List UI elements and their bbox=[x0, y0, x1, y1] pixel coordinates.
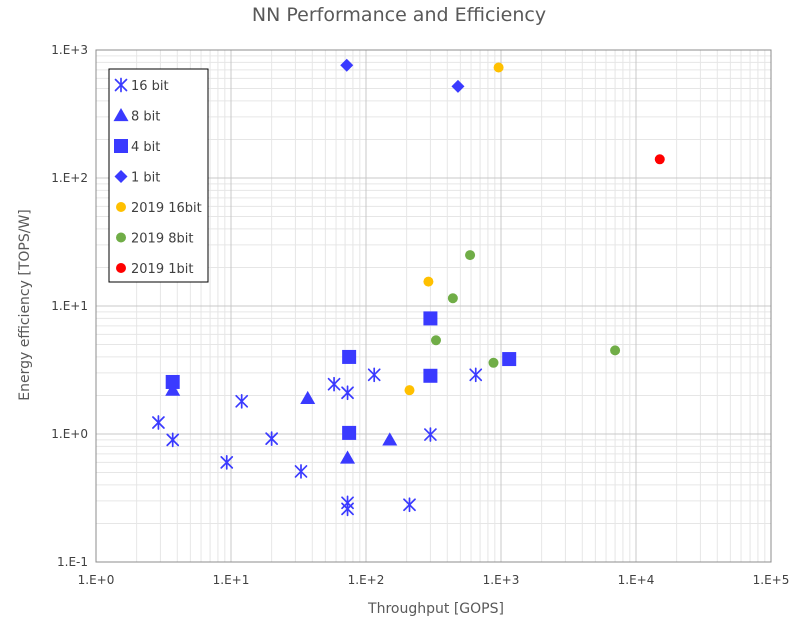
data-point bbox=[340, 58, 354, 72]
data-point bbox=[451, 79, 465, 93]
data-point bbox=[430, 335, 441, 346]
legend-marker bbox=[114, 170, 128, 183]
data-point bbox=[342, 425, 357, 440]
y-tick-label: 1.E+2 bbox=[51, 171, 88, 185]
data-point bbox=[423, 311, 438, 326]
y-tick-label: 1.E-1 bbox=[57, 555, 88, 569]
legend-marker bbox=[116, 232, 126, 243]
y-tick-label: 1.E+1 bbox=[51, 299, 88, 313]
legend-label: 2019 1bit bbox=[131, 262, 193, 277]
data-point bbox=[424, 427, 437, 442]
data-point bbox=[610, 345, 621, 356]
legend-item: 1 bit bbox=[114, 170, 160, 186]
data-point bbox=[220, 455, 234, 470]
x-axis-title: Throughput [GOPS] bbox=[367, 601, 504, 617]
data-point bbox=[469, 367, 483, 383]
legend-item: 4 bit bbox=[114, 139, 160, 155]
data-point bbox=[152, 415, 165, 430]
legend-marker bbox=[116, 263, 126, 273]
legend-marker bbox=[114, 139, 128, 153]
data-point bbox=[341, 501, 354, 517]
legend-label: 16 bit bbox=[131, 79, 169, 94]
data-point bbox=[404, 385, 415, 396]
legend-marker bbox=[114, 77, 128, 93]
legend-item: 2019 8bit bbox=[116, 232, 193, 247]
data-point bbox=[403, 497, 416, 513]
series-4-bit bbox=[165, 311, 517, 440]
y-tick-label: 1.E+3 bbox=[51, 43, 88, 57]
legend-item: 2019 1bit bbox=[116, 262, 193, 277]
data-point bbox=[654, 154, 665, 165]
data-point bbox=[340, 450, 356, 464]
data-point bbox=[382, 432, 398, 446]
x-tick-label: 1.E+4 bbox=[618, 573, 655, 587]
data-point bbox=[465, 250, 476, 261]
legend-label: 4 bit bbox=[131, 140, 160, 155]
legend-marker bbox=[113, 108, 129, 122]
data-points bbox=[152, 58, 665, 517]
data-point bbox=[367, 367, 381, 383]
data-point bbox=[294, 464, 308, 479]
x-tick-label: 1.E+2 bbox=[348, 573, 385, 587]
legend-label: 2019 8bit bbox=[131, 232, 193, 247]
legend: 16 bit 8 bit 4 bit 1 bit 2019 16bit 2019 8bit… bbox=[108, 68, 209, 283]
data-point bbox=[166, 432, 180, 448]
data-point bbox=[342, 349, 357, 364]
data-point bbox=[423, 368, 438, 383]
y-tick-label: 1.E+0 bbox=[51, 427, 88, 441]
data-point bbox=[327, 376, 341, 392]
x-tick-label: 1.E+3 bbox=[483, 573, 520, 587]
x-axis-tick-labels: 1.E+0 1.E+1 1.E+2 1.E+3 1.E+4 1.E+5 bbox=[78, 573, 790, 587]
legend-label: 1 bit bbox=[131, 171, 160, 186]
legend-item: 16 bit bbox=[114, 77, 169, 94]
x-tick-label: 1.E+0 bbox=[78, 573, 115, 587]
data-point bbox=[165, 382, 181, 396]
data-point bbox=[447, 293, 458, 304]
y-axis-tick-labels: 1.E-1 1.E+0 1.E+1 1.E+2 1.E+3 bbox=[51, 43, 88, 569]
series-2019-16bit bbox=[404, 62, 504, 396]
legend-label: 8 bit bbox=[131, 110, 160, 125]
data-point bbox=[300, 390, 316, 404]
data-point bbox=[265, 431, 278, 446]
legend-label: 2019 16bit bbox=[131, 201, 202, 216]
series-2019-1bit bbox=[654, 154, 665, 165]
y-axis-title: Energy efficiency [TOPS/W] bbox=[17, 209, 33, 401]
data-point bbox=[165, 374, 180, 389]
data-point bbox=[341, 385, 354, 401]
series-8-bit bbox=[165, 382, 398, 464]
legend-marker bbox=[116, 202, 126, 212]
data-point bbox=[488, 357, 499, 368]
data-point bbox=[423, 276, 434, 287]
data-point bbox=[235, 393, 249, 409]
data-point bbox=[493, 62, 504, 73]
legend-item: 8 bit bbox=[113, 108, 160, 125]
plot-area-border bbox=[95, 49, 772, 563]
x-tick-label: 1.E+5 bbox=[753, 573, 790, 587]
series-1-bit bbox=[340, 58, 465, 93]
chart-title: NN Performance and Efficiency bbox=[252, 4, 546, 26]
x-tick-label: 1.E+1 bbox=[213, 573, 250, 587]
series-16-bit bbox=[152, 367, 483, 517]
legend-item: 2019 16bit bbox=[116, 201, 202, 216]
series-2019-8bit bbox=[430, 250, 621, 368]
data-point bbox=[502, 352, 517, 367]
